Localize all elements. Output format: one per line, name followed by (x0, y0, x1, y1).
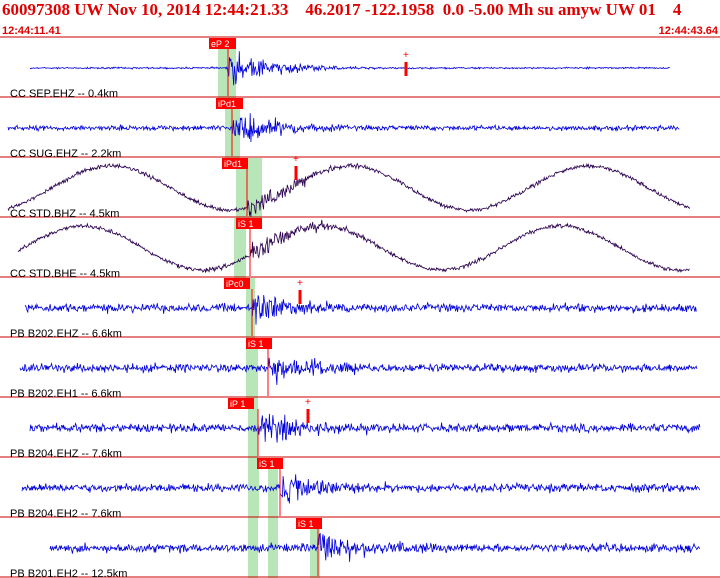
phase-pick-label: iS 1 (238, 219, 254, 229)
seismogram-trace (21, 474, 700, 504)
coda-marker-plus: + (305, 397, 311, 408)
seismogram-trace (24, 294, 697, 325)
seismogram-trace (19, 357, 698, 386)
trace-label: CC SEP.EHZ -- 0.4km (10, 88, 118, 100)
window-band (248, 338, 258, 578)
phase-pick-label: iPd1 (224, 159, 242, 169)
seismogram-trace (7, 162, 691, 217)
trace-label: PB B202.EHZ -- 6.6km (10, 328, 122, 340)
phase-pick-label: iS 1 (248, 339, 264, 349)
phase-pick-marker (236, 218, 262, 229)
window-band (268, 458, 278, 578)
seismogram-trace (7, 113, 680, 143)
trace-label: PB B204.EH2 -- 7.6km (10, 508, 121, 520)
trace-label: CC STD.BHE -- 4.5km (10, 268, 120, 280)
phase-pick-marker (216, 98, 243, 109)
event-header: 60097308 UW Nov 10, 2014 12:44:21.33 46.… (0, 0, 720, 24)
phase-pick-label: eP 2 (211, 39, 229, 49)
phase-pick-marker (296, 518, 322, 529)
phase-pick-marker (222, 158, 248, 169)
trace-label: PB B202.EH1 -- 6.6km (10, 388, 121, 400)
trace-label: CC SUG.EHZ -- 2.2km (10, 148, 121, 160)
phase-pick-marker (228, 398, 254, 409)
window-end-time: 12:44:43.64 (658, 25, 718, 37)
phase-pick-marker (224, 278, 250, 289)
seismogram-trace (29, 51, 670, 86)
seismogram-trace (29, 413, 701, 443)
phase-pick-label: iPc0 (226, 279, 244, 289)
phase-pick-label: iPd1 (218, 99, 236, 109)
trace-label: PB B204.EHZ -- 7.6km (10, 448, 122, 460)
window-start-time: 12:44:11.41 (2, 25, 61, 37)
phase-pick-marker (257, 458, 283, 469)
coda-marker-plus: + (293, 154, 299, 165)
phase-pick-marker (246, 338, 272, 349)
seismogram-trace (17, 219, 690, 273)
event-title: 60097308 UW Nov 10, 2014 12:44:21.33 46.… (2, 0, 682, 19)
phase-pick-label: iS 1 (259, 459, 275, 469)
phase-pick-label: iS 1 (298, 519, 314, 529)
trace-label: PB B201.EH2 -- 12.5km (10, 568, 127, 578)
seismogram-trace (49, 532, 700, 562)
window-band (234, 218, 246, 278)
coda-marker-plus: + (403, 50, 409, 61)
phase-pick-marker (209, 38, 236, 49)
coda-marker-plus: + (297, 278, 303, 289)
trace-label: CC STD.BHZ -- 4.5km (10, 208, 119, 220)
phase-pick-label: iP 1 (230, 399, 245, 409)
